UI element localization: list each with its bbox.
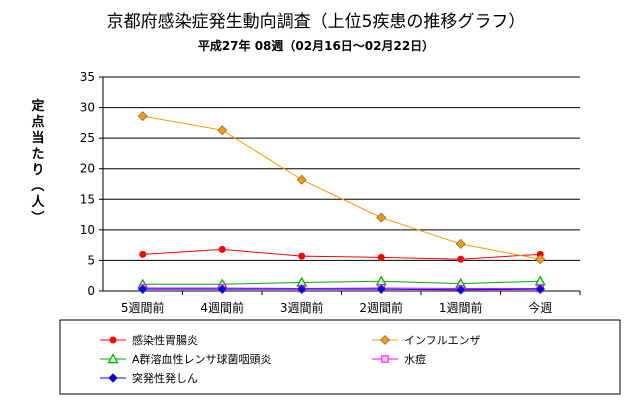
y-tick-label: 25 [80, 131, 95, 145]
y-axis-label-char: 当 [31, 130, 44, 146]
series-line [142, 280, 541, 285]
legend-item: A群溶血性レンサ球菌咽頭炎 [100, 352, 272, 366]
data-point [137, 284, 148, 295]
data-point [217, 125, 228, 136]
legend-item: 水痘 [372, 352, 426, 366]
data-point [377, 253, 385, 261]
data-point [298, 252, 306, 260]
data-point [137, 111, 148, 122]
legend-box [59, 319, 621, 395]
legend-label: インフルエンザ [404, 334, 481, 347]
legend-item: 感染性胃腸炎 [100, 333, 198, 347]
legend-marker [108, 373, 118, 383]
data-point [455, 238, 466, 249]
legend-item: インフルエンザ [372, 334, 481, 347]
legend-marker [109, 336, 117, 344]
data-point [296, 174, 307, 185]
legend-label: 感染性胃腸炎 [132, 333, 198, 347]
y-axis-label-char: た [31, 147, 44, 162]
data-point [296, 284, 307, 295]
legend-marker [381, 355, 389, 363]
legend-label: 水痘 [404, 352, 426, 366]
x-tick-label: 3週間前 [280, 300, 324, 315]
legend-marker [107, 353, 119, 364]
x-tick-label: 5週間前 [121, 300, 165, 315]
series-line [142, 287, 541, 290]
data-point [376, 284, 387, 295]
data-point [218, 245, 226, 253]
series-group [137, 111, 546, 265]
data-point [139, 250, 147, 258]
data-point [535, 254, 546, 265]
series-group [137, 275, 546, 289]
x-tick-label: 1週間前 [439, 300, 483, 315]
x-tick-label: 2週間前 [359, 300, 403, 315]
y-tick-label: 15 [80, 192, 95, 206]
y-axis-label-char: 定 [30, 98, 44, 114]
y-axis-label-char: り [31, 163, 44, 178]
y-axis-label-char: （ [29, 178, 45, 191]
series-group [137, 284, 546, 295]
data-point [217, 284, 228, 295]
y-tick-label: 20 [80, 162, 95, 176]
legend-label: 突発性発しん [132, 371, 198, 385]
y-axis-label-char: 人 [31, 194, 45, 210]
y-axis-label-char: 点 [31, 114, 44, 130]
data-point [457, 255, 465, 263]
legend-item: 突発性発しん [100, 371, 198, 385]
x-tick-label: 4週間前 [200, 300, 244, 315]
y-tick-label: 0 [87, 284, 95, 298]
y-tick-label: 5 [87, 253, 95, 267]
data-point [376, 212, 387, 223]
data-point [455, 284, 466, 295]
series-line [142, 115, 541, 260]
chart-subtitle: 平成27年 08週（02月16日～02月22日） [198, 38, 434, 53]
plot-area: 0 5 10 15 20 25 30 35 5週間前 4週間前 3週間前 2週間前 1週間前 今週 [80, 70, 581, 315]
data-point [534, 275, 546, 286]
data-point [535, 284, 546, 295]
chart-title: 京都府感染症発生動向調査（上位5疾患の推移グラフ） [107, 12, 526, 32]
y-tick-label: 35 [80, 70, 95, 84]
x-tick-label: 今週 [528, 300, 552, 315]
series-line [142, 248, 541, 260]
y-axis-label-char: ） [29, 210, 45, 223]
y-tick-label: 30 [80, 101, 95, 115]
legend-label: A群溶血性レンサ球菌咽頭炎 [132, 352, 272, 366]
series-line [142, 288, 541, 291]
legend-marker [380, 335, 390, 345]
y-tick-label: 10 [80, 223, 95, 237]
